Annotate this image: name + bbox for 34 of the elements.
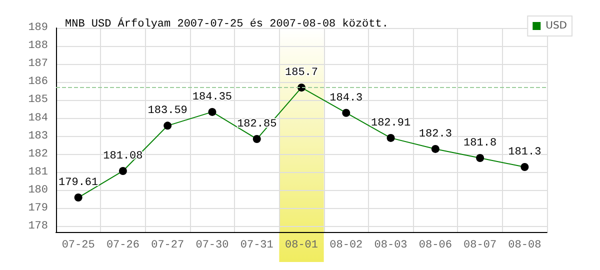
y-tick-label: 183: [28, 130, 48, 142]
x-tick-label: 07-27: [151, 240, 184, 252]
data-label: 184.35: [192, 91, 232, 104]
x-tick-label: 07-26: [106, 240, 140, 252]
x-tick-label: 08-02: [330, 240, 363, 252]
data-label: 181.3: [508, 146, 542, 159]
x-tick-label: 08-07: [464, 240, 497, 252]
data-label: 179.61: [58, 177, 99, 190]
y-tick-label: 182: [28, 148, 48, 160]
x-tick-label: 08-06: [418, 240, 452, 252]
y-tick-label: 184: [28, 112, 48, 124]
legend-label: USD: [546, 20, 568, 32]
data-label: 181.8: [464, 137, 497, 150]
x-tick-label: 08-01: [284, 240, 318, 252]
x-tick-label: 07-31: [240, 240, 274, 252]
y-tick-label: 186: [28, 76, 48, 88]
y-tick-label: 189: [28, 22, 48, 34]
x-tick-label: 07-25: [62, 240, 95, 252]
chart-title: MNB USD Árfolyam 2007-07-25 és 2007-08-08 között.: [65, 16, 388, 30]
y-tick-label: 187: [28, 58, 48, 70]
y-tick-label: 188: [28, 40, 48, 52]
y-tick-label: 180: [28, 184, 48, 196]
y-tick-label: 181: [28, 166, 48, 178]
data-label: 185.7: [284, 67, 318, 80]
y-tick-label: 185: [28, 94, 48, 106]
data-label: 182.91: [370, 117, 411, 130]
data-label: 183.59: [148, 105, 188, 118]
y-tick-label: 179: [28, 202, 48, 215]
x-tick-label: 08-08: [508, 240, 542, 252]
data-label: 184.3: [330, 92, 363, 104]
x-tick-label: 07-30: [196, 240, 229, 252]
data-label: 182.3: [418, 128, 452, 140]
y-tick-label: 178: [28, 220, 48, 233]
x-tick-label: 08-03: [374, 240, 408, 252]
